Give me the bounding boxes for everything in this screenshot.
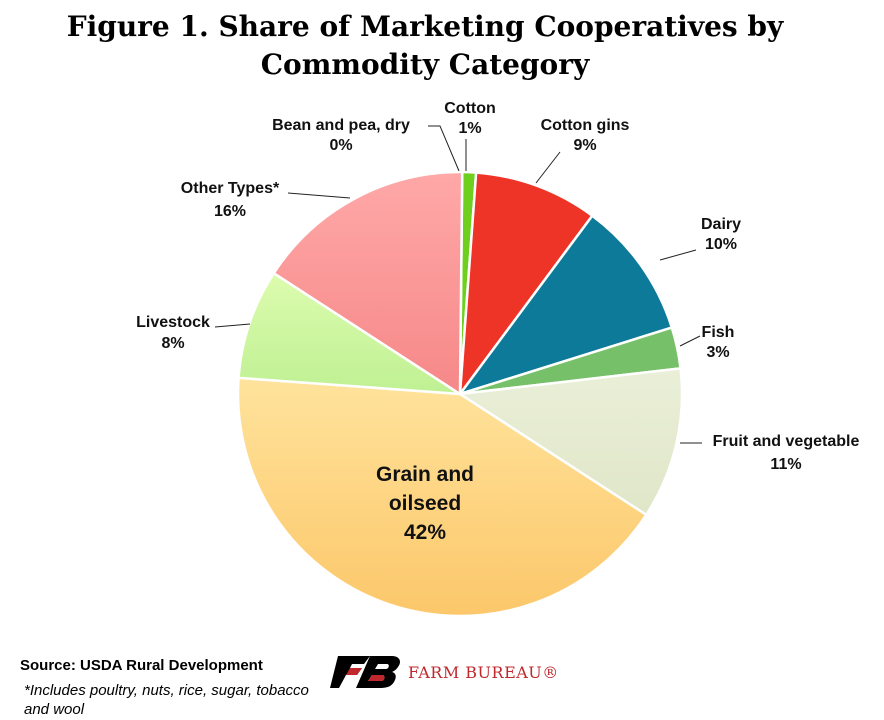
- label-grain-value: 42%: [404, 521, 446, 544]
- pie-slice-fruit-and-vegetable: [456, 366, 684, 517]
- leader-line-dairy: [659, 249, 697, 261]
- leader-line-fish: [679, 335, 701, 347]
- leader-line-livestock: [214, 323, 251, 328]
- leader-line-bean: [428, 125, 460, 172]
- pie-slice-dairy: [456, 213, 674, 397]
- leader-lines: [214, 125, 702, 444]
- farm-bureau-logo-icon: [330, 656, 400, 688]
- label-livestock-value: 8%: [161, 335, 184, 352]
- footnote: *Includes poultry, nuts, rice, sugar, to…: [24, 682, 309, 718]
- label-livestock-name: Livestock: [136, 314, 210, 331]
- source-note: Source: USDA Rural Development: [20, 657, 263, 674]
- pie-slice-grain-and-oilseed: [236, 376, 648, 618]
- pie-slices: [236, 170, 684, 618]
- label-fish-name: Fish: [702, 324, 735, 341]
- label-other-name: Other Types*: [181, 180, 280, 197]
- label-fruit-value: 11%: [770, 456, 801, 473]
- chart-title-line-1: Figure 1. Share of Marketing Cooperative…: [66, 10, 784, 43]
- label-dairy-value: 10%: [705, 236, 737, 253]
- chart-title-line-2: Commodity Category: [260, 48, 590, 81]
- pie-chart: Cotton 1% Bean and pea, dry 0% Cotton gi…: [136, 100, 860, 618]
- pie-slice-other-types: [272, 170, 464, 397]
- label-cotton-gins-name: Cotton gins: [541, 117, 630, 134]
- label-cotton-name: Cotton: [444, 100, 496, 117]
- label-cotton-gins-value: 9%: [573, 137, 596, 154]
- label-bean-value: 0%: [329, 137, 352, 154]
- leader-line-other: [287, 192, 351, 199]
- farm-bureau-logo-text: FARM BUREAU®: [408, 663, 559, 682]
- label-grain-line-2: oilseed: [389, 492, 461, 515]
- pie-slice-cotton-gins: [458, 171, 595, 399]
- chart-title: Figure 1. Share of Marketing Cooperative…: [0, 8, 850, 84]
- pie-slice-livestock: [237, 271, 461, 396]
- farm-bureau-logo: FARM BUREAU®: [330, 652, 570, 692]
- label-dairy-name: Dairy: [701, 216, 741, 233]
- label-other-value: 16%: [214, 203, 246, 220]
- leader-line-cotton-gins: [535, 151, 561, 184]
- label-grain-line-1: Grain and: [376, 463, 474, 486]
- label-bean-name: Bean and pea, dry: [272, 117, 410, 134]
- label-fish-value: 3%: [706, 344, 729, 361]
- label-fruit-name: Fruit and vegetable: [713, 433, 860, 450]
- label-cotton-value: 1%: [458, 120, 481, 137]
